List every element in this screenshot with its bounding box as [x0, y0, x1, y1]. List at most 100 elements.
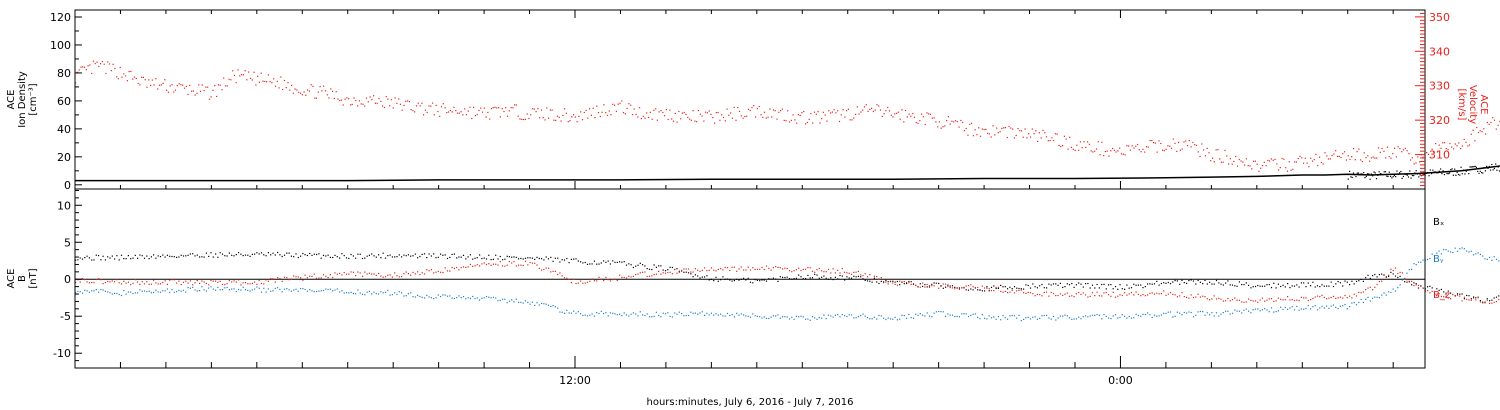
- b-point: [1241, 301, 1243, 303]
- b-point: [1273, 282, 1275, 284]
- b-point: [1365, 277, 1367, 279]
- velocity-point: [1087, 141, 1089, 143]
- velocity-point: [512, 107, 514, 109]
- b-point: [580, 280, 582, 282]
- b-point: [123, 290, 125, 292]
- b-point: [485, 258, 488, 260]
- b-point: [924, 284, 926, 286]
- velocity-point: [1347, 155, 1349, 157]
- b-point: [1220, 283, 1222, 285]
- b-point: [917, 314, 919, 316]
- ion-density-point: [1404, 173, 1406, 175]
- ion-density-point: [1464, 173, 1466, 175]
- b-point: [423, 253, 426, 255]
- velocity-point: [1440, 147, 1442, 149]
- velocity-point: [1081, 147, 1083, 149]
- b-point: [155, 289, 157, 291]
- b-point: [435, 257, 437, 259]
- b-point: [855, 271, 857, 273]
- b-point: [1277, 297, 1279, 299]
- b-point: [1486, 258, 1488, 260]
- b-point: [853, 271, 855, 273]
- b-point: [1291, 285, 1293, 287]
- velocity-point: [75, 82, 77, 84]
- velocity-point: [387, 98, 389, 100]
- velocity-point: [1397, 146, 1399, 148]
- b-point: [187, 282, 189, 284]
- b-point: [846, 272, 848, 274]
- b-point: [394, 272, 396, 274]
- b-point: [1330, 305, 1332, 307]
- b-point: [210, 279, 212, 282]
- b-point: [1275, 287, 1277, 289]
- b-point: [1130, 291, 1133, 294]
- b-point: [453, 267, 455, 269]
- b-point: [1114, 286, 1117, 288]
- b-point: [901, 314, 903, 316]
- b-point: [942, 283, 944, 285]
- velocity-point: [983, 128, 985, 131]
- b-point: [832, 316, 834, 318]
- b-point: [811, 316, 814, 318]
- velocity-point: [635, 113, 637, 116]
- velocity-point: [1465, 141, 1467, 143]
- b-point: [1346, 308, 1348, 310]
- b-point: [623, 276, 625, 279]
- b-point: [506, 255, 508, 257]
- velocity-point: [498, 107, 500, 109]
- velocity-point: [1490, 121, 1492, 124]
- b-point: [1397, 273, 1399, 275]
- b-point: [639, 262, 641, 264]
- velocity-point: [806, 121, 808, 124]
- b-point: [1036, 293, 1038, 295]
- b-point: [883, 317, 885, 319]
- b-point: [318, 253, 320, 255]
- ion-density-point: [1418, 176, 1420, 178]
- b-point: [933, 282, 935, 284]
- b-point: [178, 256, 180, 258]
- b-point: [538, 304, 540, 306]
- b-point: [1206, 283, 1208, 285]
- b-point: [520, 257, 522, 259]
- ion-density-point: [1400, 170, 1402, 173]
- velocity-point: [940, 127, 942, 129]
- velocity-point: [385, 96, 387, 98]
- ion-density-point: [1381, 173, 1383, 175]
- b-point: [958, 288, 960, 290]
- b-point: [759, 280, 761, 282]
- velocity-point: [108, 63, 111, 65]
- velocity-point: [248, 71, 250, 73]
- b-point: [566, 257, 568, 260]
- b-point: [685, 268, 687, 270]
- b-point: [1009, 286, 1011, 288]
- velocity-point: [1377, 147, 1380, 149]
- velocity-point: [562, 114, 564, 116]
- velocity-point: [771, 116, 773, 118]
- velocity-point: [1451, 146, 1453, 148]
- b-point: [561, 275, 563, 277]
- b-point: [681, 312, 683, 315]
- b-point: [596, 312, 598, 314]
- b-point: [1007, 288, 1009, 290]
- velocity-point: [339, 100, 341, 102]
- b-point: [674, 268, 676, 271]
- y-tick-label: -10: [53, 347, 71, 360]
- velocity-point: [194, 94, 196, 96]
- velocity-point: [94, 63, 96, 65]
- b-point: [1381, 294, 1383, 296]
- b-point: [612, 279, 614, 281]
- b-point: [908, 282, 910, 284]
- b-point: [199, 290, 201, 292]
- b-point: [1004, 286, 1006, 288]
- velocity-point: [987, 132, 989, 134]
- b-point: [1355, 304, 1358, 306]
- velocity-point: [589, 108, 591, 110]
- b-point: [444, 267, 446, 269]
- b-point: [1408, 269, 1410, 271]
- ion-density-point: [1468, 173, 1470, 175]
- b-point: [412, 296, 414, 298]
- velocity-point: [342, 104, 344, 106]
- b-point: [1342, 305, 1344, 307]
- b-point: [1025, 317, 1027, 319]
- velocity-point: [453, 106, 455, 108]
